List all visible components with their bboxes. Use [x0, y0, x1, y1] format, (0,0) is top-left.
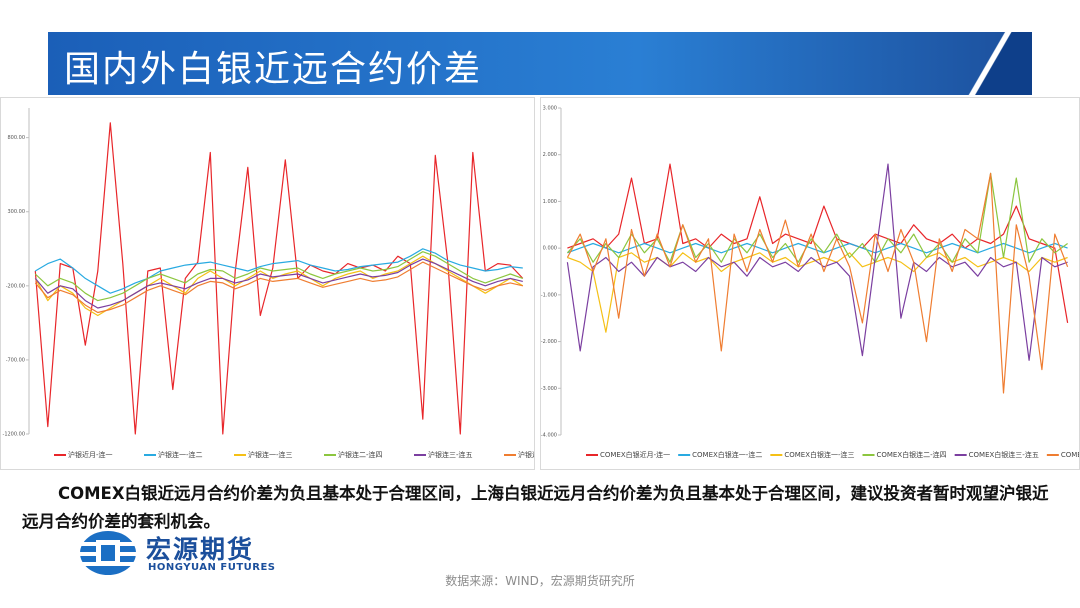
- series-line: [34, 122, 524, 435]
- series-line: [566, 163, 1068, 361]
- legend-label: 沪银连四-连六: [518, 450, 534, 459]
- chart-panel: 800.00 300.00 -200.00 -700.00 -1200.00 沪银近月-连…: [0, 97, 563, 470]
- series-line: [566, 172, 1068, 263]
- title-banner: 国内外白银近远合约价差: [48, 32, 1032, 95]
- legend-label: COMEX白银连三-连五: [969, 450, 1039, 459]
- y-tick-label: 3.000: [543, 106, 557, 112]
- slide-title: 国内外白银近远合约价差: [64, 49, 483, 90]
- series-line: [34, 261, 523, 314]
- legend-label: 沪银连三-连五: [428, 450, 473, 459]
- y-tick-label: 0.000: [543, 246, 557, 252]
- chart-panel: 3.000 2.000 1.000 0.000 -1.000 -2.000 -3.000 -4…: [540, 97, 1080, 470]
- y-tick-label: -1200.00: [3, 432, 25, 438]
- chart: 3.000 2.000 1.000 0.000 -1.000 -2.000 -3.000 -4…: [541, 106, 1080, 460]
- y-tick-label: -200.00: [6, 283, 25, 289]
- y-tick-label: -2.000: [541, 339, 557, 345]
- logo-icon: [80, 531, 136, 575]
- legend-label: 沪银近月-连一: [68, 450, 113, 459]
- source-note: 数据来源：WIND，宏源期货研究所: [445, 574, 635, 588]
- series-line: [566, 172, 1069, 394]
- legend-label: COMEX白银连二-连四: [877, 450, 947, 459]
- y-tick-label: -700.00: [6, 357, 25, 363]
- y-tick-label: 1.000: [543, 199, 557, 205]
- series-line: [567, 252, 1068, 333]
- series-line: [34, 248, 523, 294]
- y-tick-label: 300.00: [8, 209, 26, 215]
- series-line: [34, 258, 523, 309]
- legend-label: COMEX白银近月-连一: [600, 450, 670, 459]
- legend-label: 沪银连二-连四: [338, 450, 383, 459]
- logo-english: HONGYUAN FUTURES: [148, 562, 276, 573]
- logo-name: 宏源期货: [146, 535, 255, 564]
- y-tick-label: 800.00: [8, 135, 26, 141]
- chart: 800.00 300.00 -200.00 -700.00 -1200.00 沪银近月-连…: [3, 108, 563, 459]
- y-tick-label: -4.000: [541, 433, 557, 439]
- y-tick-label: -3.000: [541, 386, 557, 392]
- legend-label: 沪银连一-连三: [248, 450, 293, 459]
- legend-label: 沪银连一-连二: [158, 450, 203, 459]
- legend-label: COMEX白银连一-连三: [784, 450, 854, 459]
- y-tick-label: -1.000: [541, 292, 557, 298]
- series-line: [34, 251, 523, 302]
- commentary: COMEX白银近远月合约价差为负且基本处于合理区间，上海白银近远月合约价差为负且…: [22, 484, 1049, 531]
- legend-label: COMEX白银连四-连六: [1061, 450, 1079, 459]
- y-tick-label: 2.000: [543, 152, 557, 158]
- logo: 宏源期货 HONGYUAN FUTURES: [78, 528, 318, 578]
- series-line: [567, 163, 1069, 324]
- legend-label: COMEX白银连一-连二: [692, 450, 762, 459]
